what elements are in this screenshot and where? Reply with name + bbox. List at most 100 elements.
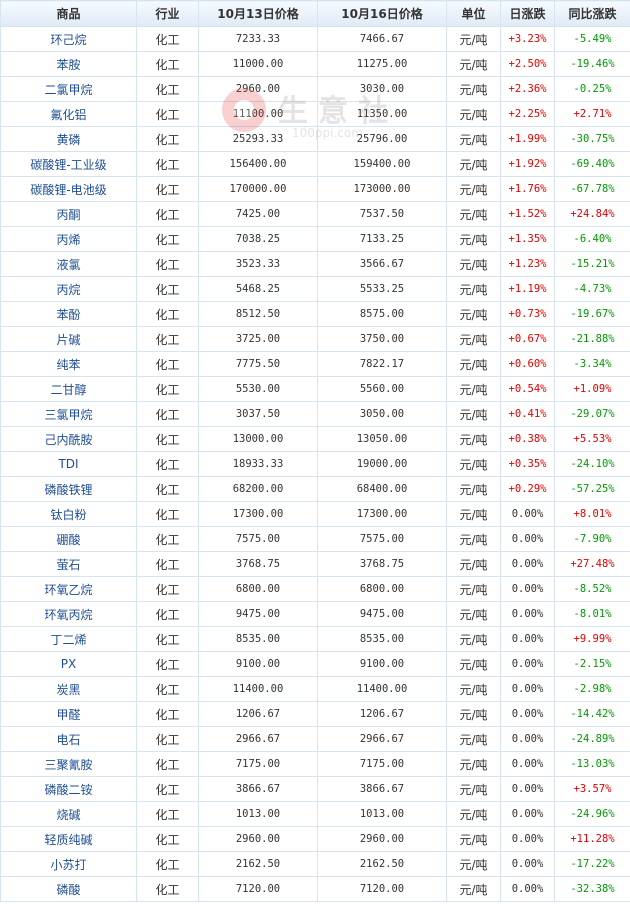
daily-change: +0.35% bbox=[500, 451, 555, 477]
table-row: 碳酸锂-工业级 化工 156400.00 159400.00 元/吨 +1.92% -69.… bbox=[0, 151, 630, 177]
product-name[interactable]: 磷酸 bbox=[0, 876, 137, 902]
unit: 元/吨 bbox=[446, 801, 501, 827]
price-oct16: 3768.75 bbox=[317, 551, 447, 577]
price-oct16: 9475.00 bbox=[317, 601, 447, 627]
product-name[interactable]: 烧碱 bbox=[0, 801, 137, 827]
yoy-change: -14.42% bbox=[554, 701, 630, 727]
column-header-price-oct13[interactable]: 10月13日价格 bbox=[198, 0, 318, 27]
product-name[interactable]: 甲醛 bbox=[0, 701, 137, 727]
product-name[interactable]: 硼酸 bbox=[0, 526, 137, 552]
product-name[interactable]: 丙烯 bbox=[0, 226, 137, 252]
price-oct16: 13050.00 bbox=[317, 426, 447, 452]
price-oct13: 11000.00 bbox=[198, 51, 318, 77]
industry: 化工 bbox=[136, 126, 199, 152]
table-row: 磷酸二铵 化工 3866.67 3866.67 元/吨 0.00% +3.57% bbox=[0, 776, 630, 802]
yoy-change: +9.99% bbox=[554, 626, 630, 652]
column-header-unit[interactable]: 单位 bbox=[446, 0, 501, 27]
yoy-change: -2.15% bbox=[554, 651, 630, 677]
product-name[interactable]: 环氧丙烷 bbox=[0, 601, 137, 627]
daily-change: +3.23% bbox=[500, 26, 555, 52]
yoy-change: -29.07% bbox=[554, 401, 630, 427]
price-oct13: 3037.50 bbox=[198, 401, 318, 427]
price-oct13: 2960.00 bbox=[198, 76, 318, 102]
table-row: 丙酮 化工 7425.00 7537.50 元/吨 +1.52% +24.84% bbox=[0, 201, 630, 227]
product-name[interactable]: 钛白粉 bbox=[0, 501, 137, 527]
unit: 元/吨 bbox=[446, 426, 501, 452]
product-name[interactable]: 氟化铝 bbox=[0, 101, 137, 127]
table-row: 纯苯 化工 7775.50 7822.17 元/吨 +0.60% -3.34% bbox=[0, 351, 630, 377]
product-name[interactable]: TDI bbox=[0, 451, 137, 477]
industry: 化工 bbox=[136, 776, 199, 802]
product-name[interactable]: 环氧乙烷 bbox=[0, 576, 137, 602]
product-name[interactable]: 丙烷 bbox=[0, 276, 137, 302]
table-row: 烧碱 化工 1013.00 1013.00 元/吨 0.00% -24.96% bbox=[0, 801, 630, 827]
product-name[interactable]: 二氯甲烷 bbox=[0, 76, 137, 102]
product-name[interactable]: 环己烷 bbox=[0, 26, 137, 52]
product-name[interactable]: 萤石 bbox=[0, 551, 137, 577]
product-name[interactable]: 碳酸锂-工业级 bbox=[0, 151, 137, 177]
product-name[interactable]: 磷酸二铵 bbox=[0, 776, 137, 802]
product-name[interactable]: 三聚氰胺 bbox=[0, 751, 137, 777]
product-name[interactable]: 苯酚 bbox=[0, 301, 137, 327]
price-oct13: 2960.00 bbox=[198, 826, 318, 852]
table-row: 环氧乙烷 化工 6800.00 6800.00 元/吨 0.00% -8.52% bbox=[0, 576, 630, 602]
product-name[interactable]: 黄磷 bbox=[0, 126, 137, 152]
daily-change: 0.00% bbox=[500, 701, 555, 727]
product-name[interactable]: 电石 bbox=[0, 726, 137, 752]
table-row: 萤石 化工 3768.75 3768.75 元/吨 0.00% +27.48% bbox=[0, 551, 630, 577]
unit: 元/吨 bbox=[446, 501, 501, 527]
table-row: 硼酸 化工 7575.00 7575.00 元/吨 0.00% -7.90% bbox=[0, 526, 630, 552]
industry: 化工 bbox=[136, 251, 199, 277]
product-name[interactable]: 碳酸锂-电池级 bbox=[0, 176, 137, 202]
price-oct16: 11275.00 bbox=[317, 51, 447, 77]
price-oct16: 5560.00 bbox=[317, 376, 447, 402]
product-name[interactable]: 轻质纯碱 bbox=[0, 826, 137, 852]
table-header: 商品 行业 10月13日价格 10月16日价格 单位 日涨跌 同比涨跌 bbox=[0, 0, 630, 27]
yoy-change: +5.53% bbox=[554, 426, 630, 452]
yoy-change: -13.03% bbox=[554, 751, 630, 777]
column-header-daily-change[interactable]: 日涨跌 bbox=[500, 0, 555, 27]
industry: 化工 bbox=[136, 101, 199, 127]
price-oct13: 9100.00 bbox=[198, 651, 318, 677]
product-name[interactable]: 纯苯 bbox=[0, 351, 137, 377]
price-oct16: 159400.00 bbox=[317, 151, 447, 177]
unit: 元/吨 bbox=[446, 826, 501, 852]
product-name[interactable]: 片碱 bbox=[0, 326, 137, 352]
column-header-yoy-change[interactable]: 同比涨跌 bbox=[554, 0, 630, 27]
daily-change: 0.00% bbox=[500, 776, 555, 802]
table-row: 甲醛 化工 1206.67 1206.67 元/吨 0.00% -14.42% bbox=[0, 701, 630, 727]
product-name[interactable]: 液氯 bbox=[0, 251, 137, 277]
product-name[interactable]: 苯胺 bbox=[0, 51, 137, 77]
yoy-change: -8.52% bbox=[554, 576, 630, 602]
yoy-change: -7.90% bbox=[554, 526, 630, 552]
yoy-change: -15.21% bbox=[554, 251, 630, 277]
column-header-product[interactable]: 商品 bbox=[0, 0, 137, 27]
product-name[interactable]: 二甘醇 bbox=[0, 376, 137, 402]
product-name[interactable]: 丁二烯 bbox=[0, 626, 137, 652]
price-oct16: 8575.00 bbox=[317, 301, 447, 327]
unit: 元/吨 bbox=[446, 876, 501, 902]
daily-change: 0.00% bbox=[500, 851, 555, 877]
product-name[interactable]: 己内酰胺 bbox=[0, 426, 137, 452]
daily-change: +0.54% bbox=[500, 376, 555, 402]
product-name[interactable]: 小苏打 bbox=[0, 851, 137, 877]
product-name[interactable]: 炭黑 bbox=[0, 676, 137, 702]
daily-change: +0.41% bbox=[500, 401, 555, 427]
daily-change: +0.67% bbox=[500, 326, 555, 352]
industry: 化工 bbox=[136, 876, 199, 902]
table-row: 炭黑 化工 11400.00 11400.00 元/吨 0.00% -2.98% bbox=[0, 676, 630, 702]
unit: 元/吨 bbox=[446, 551, 501, 577]
product-name[interactable]: PX bbox=[0, 651, 137, 677]
price-oct13: 5468.25 bbox=[198, 276, 318, 302]
table-row: TDI 化工 18933.33 19000.00 元/吨 +0.35% -24.10% bbox=[0, 451, 630, 477]
price-oct13: 17300.00 bbox=[198, 501, 318, 527]
product-name[interactable]: 磷酸铁锂 bbox=[0, 476, 137, 502]
product-name[interactable]: 三氯甲烷 bbox=[0, 401, 137, 427]
unit: 元/吨 bbox=[446, 401, 501, 427]
unit: 元/吨 bbox=[446, 226, 501, 252]
table-row: 苯酚 化工 8512.50 8575.00 元/吨 +0.73% -19.67% bbox=[0, 301, 630, 327]
column-header-price-oct16[interactable]: 10月16日价格 bbox=[317, 0, 447, 27]
product-name[interactable]: 丙酮 bbox=[0, 201, 137, 227]
column-header-industry[interactable]: 行业 bbox=[136, 0, 199, 27]
price-oct16: 68400.00 bbox=[317, 476, 447, 502]
